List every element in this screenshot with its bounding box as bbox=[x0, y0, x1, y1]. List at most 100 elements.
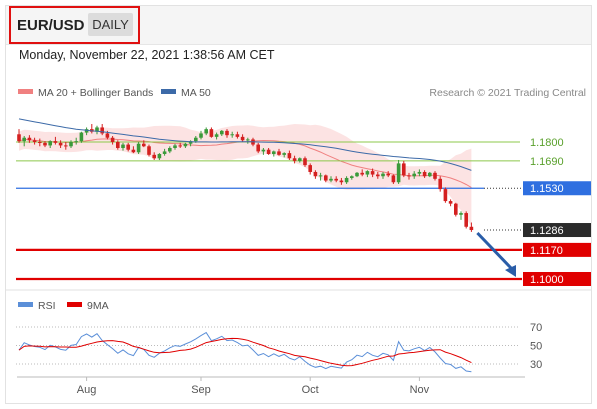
candle-body bbox=[292, 158, 297, 161]
candle-body bbox=[235, 134, 240, 137]
candle bbox=[292, 155, 297, 164]
candle bbox=[396, 159, 401, 184]
candle-body bbox=[240, 136, 245, 141]
rsi-line bbox=[18, 331, 472, 373]
level-labels: 1.1800 1.1690 1.1530 1.1286 1.1170 1.1000 bbox=[523, 137, 591, 286]
candle bbox=[110, 136, 115, 145]
candle-body bbox=[448, 201, 453, 204]
candle-body bbox=[121, 144, 125, 148]
candle bbox=[318, 172, 323, 181]
candle-body bbox=[464, 213, 468, 227]
candle-body bbox=[162, 151, 167, 154]
candle bbox=[168, 146, 172, 154]
candle bbox=[365, 170, 370, 178]
period-button[interactable]: DAILY bbox=[88, 13, 133, 36]
candle bbox=[438, 176, 442, 192]
candle bbox=[433, 171, 437, 181]
ma50-legend-swatch bbox=[161, 89, 176, 94]
candle bbox=[303, 156, 307, 167]
candle-body bbox=[183, 143, 188, 147]
candle bbox=[355, 171, 359, 178]
candle-body bbox=[58, 142, 63, 146]
ma9-legend-label: 9MA bbox=[87, 300, 109, 312]
rsi-level-label: 70 bbox=[530, 322, 542, 334]
x-tick-label: Oct bbox=[302, 384, 319, 396]
candle bbox=[17, 129, 21, 143]
candle-body bbox=[308, 165, 312, 172]
candle-body bbox=[266, 149, 271, 154]
candle-body bbox=[147, 146, 151, 155]
candle bbox=[43, 141, 47, 148]
level-label-3: 1.1286 bbox=[530, 225, 564, 237]
candle bbox=[240, 134, 245, 142]
candle bbox=[214, 132, 219, 140]
candle bbox=[428, 171, 432, 178]
candle bbox=[266, 147, 271, 155]
candle-body bbox=[282, 153, 286, 155]
arrow-head bbox=[505, 265, 516, 277]
candle bbox=[381, 171, 385, 179]
candle-body bbox=[277, 151, 281, 155]
candle-body bbox=[318, 175, 323, 177]
candle-body bbox=[261, 149, 266, 152]
candle-body bbox=[79, 132, 84, 142]
candle bbox=[391, 174, 396, 184]
candle-body bbox=[131, 149, 136, 153]
candle bbox=[277, 148, 281, 156]
candle-body bbox=[459, 213, 463, 215]
candle bbox=[235, 131, 240, 139]
candle bbox=[443, 187, 448, 203]
ma50-line bbox=[18, 118, 472, 171]
rsi-legend-swatch bbox=[18, 302, 33, 307]
candle-body bbox=[220, 130, 224, 135]
candle-body bbox=[422, 171, 427, 177]
candle bbox=[230, 131, 234, 138]
rsi-level-label: 30 bbox=[530, 359, 542, 371]
candle bbox=[209, 127, 214, 138]
candle-body bbox=[27, 137, 32, 141]
chart-header: EUR/USD DAILY bbox=[6, 6, 591, 45]
candle bbox=[402, 160, 406, 178]
candle-body bbox=[100, 127, 104, 134]
candle bbox=[157, 153, 162, 160]
candle bbox=[287, 150, 292, 160]
candle bbox=[152, 152, 156, 160]
candle-body bbox=[225, 130, 229, 136]
candle-body bbox=[396, 163, 401, 183]
candle bbox=[334, 176, 338, 183]
candle bbox=[58, 140, 63, 148]
candle-body bbox=[116, 142, 120, 148]
candle bbox=[147, 144, 151, 157]
candle-body bbox=[136, 143, 141, 153]
candle bbox=[142, 140, 146, 148]
level-box-3 bbox=[523, 223, 591, 238]
candle bbox=[256, 142, 260, 154]
candle bbox=[329, 176, 333, 183]
candle-body bbox=[230, 134, 234, 136]
candle bbox=[376, 171, 380, 179]
candle bbox=[178, 142, 182, 148]
candle-body bbox=[313, 171, 318, 177]
level-label-4: 1.1170 bbox=[530, 245, 563, 257]
candle-body bbox=[157, 153, 162, 159]
candle-body bbox=[303, 158, 307, 166]
candle-body bbox=[110, 137, 115, 142]
candle bbox=[386, 171, 390, 178]
rsi-ma9-line bbox=[18, 337, 472, 367]
candle bbox=[350, 175, 354, 180]
candle-body bbox=[256, 144, 260, 152]
candle bbox=[74, 137, 78, 145]
candle-body bbox=[74, 141, 78, 143]
candle-body bbox=[173, 145, 177, 148]
candle bbox=[69, 140, 73, 148]
x-tick-label: Sep bbox=[191, 384, 211, 396]
candle bbox=[131, 146, 136, 154]
ma9-legend-swatch bbox=[67, 302, 82, 307]
candle-body bbox=[199, 133, 203, 138]
candle bbox=[121, 142, 125, 151]
candle bbox=[459, 211, 463, 220]
candle-body bbox=[209, 129, 214, 137]
candle bbox=[22, 136, 26, 147]
candle-body bbox=[412, 173, 416, 177]
